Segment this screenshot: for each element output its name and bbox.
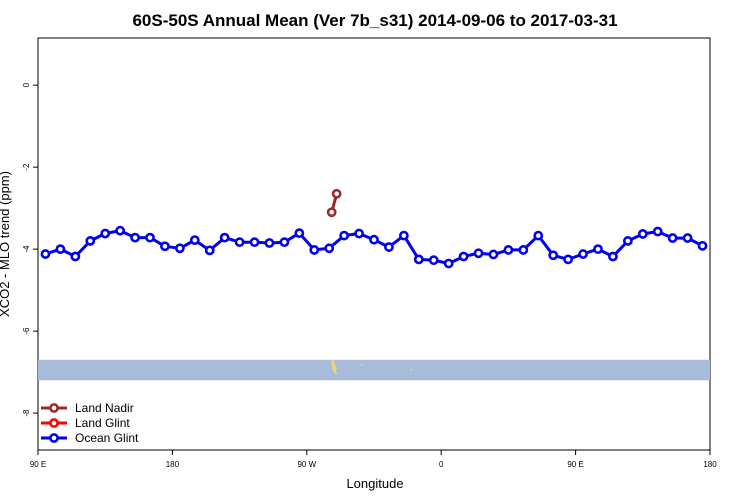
data-point — [189, 235, 200, 246]
data-point — [518, 245, 529, 255]
data-point — [637, 229, 648, 239]
data-point — [234, 237, 245, 248]
data-point — [354, 228, 364, 239]
legend-label: Ocean Glint — [75, 431, 139, 445]
y-tick-label: 0 — [22, 82, 31, 87]
legend-label: Land Glint — [75, 416, 130, 430]
data-point — [548, 250, 559, 261]
data-point — [667, 233, 678, 243]
data-point — [160, 241, 170, 252]
x-tick-label: 0 — [439, 460, 444, 469]
land-shape — [331, 359, 338, 374]
data-point — [339, 230, 350, 241]
y-tick-label: -4 — [22, 245, 31, 253]
x-tick-label: 90 E — [30, 460, 46, 469]
data-point — [697, 240, 708, 251]
data-point — [309, 245, 320, 255]
data-point — [55, 244, 66, 255]
data-point — [70, 251, 81, 262]
data-point — [533, 230, 544, 241]
plot-frame — [37, 37, 711, 451]
data-point — [294, 228, 305, 239]
data-point — [458, 251, 469, 262]
data-point — [219, 232, 230, 243]
data-point — [622, 236, 633, 246]
data-point — [608, 251, 618, 262]
data-point — [443, 258, 454, 269]
data-point — [174, 243, 185, 254]
y-tick-label: -8 — [22, 409, 31, 417]
data-point — [204, 245, 215, 256]
data-point — [369, 234, 379, 245]
data-point — [279, 237, 290, 248]
map-strip — [38, 359, 710, 381]
data-point — [398, 230, 409, 241]
data-point — [428, 255, 439, 266]
data-point — [40, 249, 51, 259]
y-axis-title: XCO2 - MLO trend (ppm) — [0, 171, 12, 317]
series-layer — [40, 188, 708, 269]
land-speck — [410, 368, 413, 371]
data-point — [563, 254, 574, 265]
data-point — [130, 232, 140, 243]
data-point — [473, 248, 484, 259]
ocean-band — [38, 359, 710, 381]
data-point — [249, 237, 260, 248]
legend-label: Land Nadir — [75, 401, 134, 415]
land-speck — [360, 363, 363, 366]
data-point — [115, 225, 126, 236]
data-point — [593, 244, 603, 255]
data-point — [324, 243, 335, 254]
data-point — [331, 188, 342, 199]
x-axis-title: Longitude — [346, 476, 403, 491]
legend-marker — [49, 433, 59, 443]
x-tick-label: 90 E — [567, 460, 583, 469]
data-point — [145, 232, 155, 243]
data-point — [384, 242, 394, 252]
legend-marker — [49, 418, 59, 428]
x-tick-label: 180 — [703, 460, 717, 469]
x-axis: 90 E 180 90 W 0 90 E 180 — [30, 450, 717, 469]
data-point — [326, 207, 337, 218]
x-tick-label: 90 W — [297, 460, 316, 469]
data-point — [682, 233, 693, 243]
y-tick-label: -2 — [22, 163, 31, 171]
legend-marker — [49, 403, 59, 413]
chart-title: 60S-50S Annual Mean (Ver 7b_s31) 2014-09… — [132, 11, 617, 30]
y-axis: 0 -2 -4 -6 -8 — [22, 82, 38, 417]
data-point — [488, 249, 499, 260]
data-point — [652, 226, 663, 237]
data-point — [100, 228, 111, 239]
data-point — [264, 238, 275, 248]
data-point — [413, 254, 424, 265]
y-tick-label: -6 — [22, 327, 31, 335]
x-tick-label: 180 — [166, 460, 180, 469]
data-point — [85, 236, 96, 246]
data-point — [503, 245, 514, 255]
data-point — [578, 249, 588, 259]
